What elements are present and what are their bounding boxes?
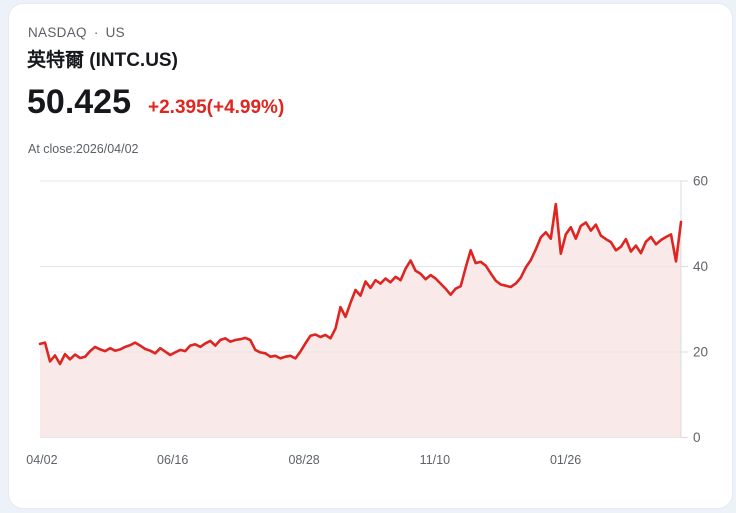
price-change: +2.395(+4.99%) [148, 97, 285, 118]
y-tick-label: 60 [693, 174, 708, 189]
separator-dot: · [93, 25, 99, 40]
y-tick-label: 20 [693, 345, 708, 360]
x-tick-label: 01/26 [550, 453, 581, 467]
price-area-fill [40, 204, 681, 438]
x-tick-label: 04/02 [26, 453, 57, 467]
current-price: 50.425 [27, 83, 131, 121]
y-tick-label: 0 [693, 430, 701, 445]
y-tick-label: 40 [693, 259, 708, 274]
market-line: NASDAQ · US [28, 25, 125, 40]
exchange-label: NASDAQ [28, 25, 87, 40]
x-tick-label: 11/10 [420, 453, 450, 467]
price-line [38, 202, 683, 366]
stock-title: 英特爾 (INTC.US) [27, 50, 178, 71]
x-tick-label: 06/16 [157, 453, 188, 467]
price-row: 50.425 +2.395(+4.99%) [27, 84, 284, 120]
as-of-date: At close:2026/04/02 [28, 142, 139, 156]
region-label: US [105, 25, 125, 40]
x-tick-label: 08/28 [288, 453, 319, 467]
